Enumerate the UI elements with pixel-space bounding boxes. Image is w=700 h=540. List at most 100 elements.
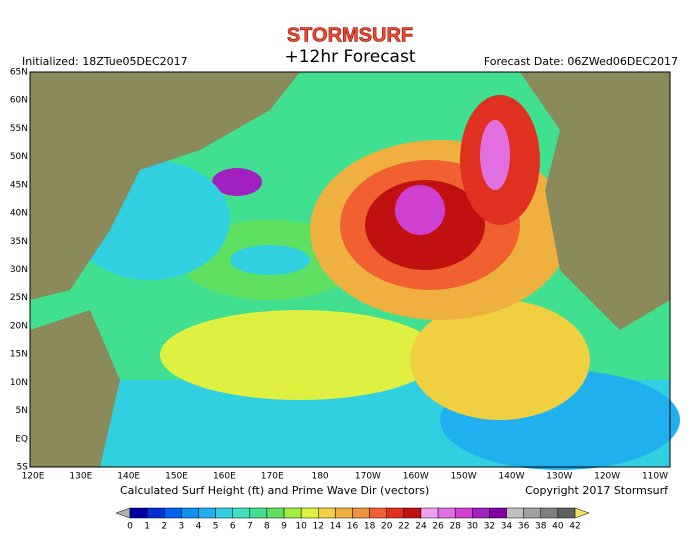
lat-label: 60N — [10, 96, 28, 106]
scale-swatch — [540, 507, 559, 519]
scale-swatch — [454, 507, 473, 519]
scale-label: 20 — [381, 522, 393, 532]
scale-swatch — [420, 507, 439, 519]
lon-label: 130W — [546, 472, 572, 482]
lat-label: 65N — [10, 68, 28, 78]
scale-label: 5 — [213, 522, 219, 532]
lat-label: 5N — [16, 406, 28, 416]
lon-label: 160E — [213, 472, 236, 482]
caption: Calculated Surf Height (ft) and Prime Wa… — [120, 484, 429, 497]
lat-label: 40N — [10, 209, 28, 219]
scale-swatch — [489, 507, 507, 519]
scale-swatch — [129, 507, 148, 519]
lat-label: 5S — [17, 463, 29, 473]
scale-label: 34 — [501, 522, 513, 532]
scale-label: 22 — [398, 522, 409, 532]
lat-label: 10N — [10, 378, 28, 388]
lon-label: 110W — [642, 472, 668, 482]
lon-label: 180 — [311, 472, 328, 482]
lat-label: EQ — [15, 434, 28, 444]
lon-label: 140E — [117, 472, 140, 482]
storm — [212, 168, 262, 196]
scale-label: 36 — [518, 522, 530, 532]
lon-label: 170W — [355, 472, 381, 482]
lon-label: 120W — [594, 472, 620, 482]
scale-label: 9 — [281, 522, 287, 532]
scale-label: 28 — [449, 522, 461, 532]
scale-label: 16 — [347, 522, 359, 532]
storm — [395, 185, 445, 235]
scale-label: 7 — [247, 522, 253, 532]
copyright: Copyright 2017 Stormsurf — [525, 484, 669, 497]
scale-swatch — [386, 507, 405, 519]
map — [29, 71, 680, 470]
scale-label: 30 — [467, 522, 479, 532]
scale-label: 38 — [535, 522, 547, 532]
scale-swatch — [352, 507, 370, 519]
lon-label: 120E — [22, 472, 45, 482]
land-america — [520, 72, 670, 330]
scale-label: 26 — [432, 522, 444, 532]
scale-swatch — [146, 507, 165, 519]
land-asia — [30, 72, 300, 300]
scale-swatch — [523, 507, 542, 519]
forecast-date: Forecast Date: 06ZWed06DEC2017 — [484, 55, 678, 68]
scale-swatch — [437, 507, 456, 519]
scale-label: 6 — [230, 522, 236, 532]
forecast-title: +12hr Forecast — [285, 47, 416, 67]
lon-label: 130E — [69, 472, 92, 482]
scale-label: 24 — [415, 522, 427, 532]
ocean-region — [410, 300, 590, 420]
lat-label: 55N — [10, 124, 28, 134]
lon-label: 150W — [451, 472, 477, 482]
scale-label: 14 — [330, 522, 342, 532]
lon-label: 150E — [165, 472, 188, 482]
land-maritime — [30, 310, 120, 467]
lat-label: 30N — [10, 265, 28, 275]
brand: STORMSURF — [287, 24, 413, 46]
lon-label: 170E — [261, 472, 284, 482]
scale-label: 2 — [161, 522, 167, 532]
lat-label: 25N — [10, 293, 28, 303]
scale-swatch — [403, 507, 422, 519]
scale-swatch — [115, 507, 131, 519]
lat-label: 20N — [10, 321, 28, 331]
map-frame — [29, 71, 671, 468]
scale-swatch — [369, 507, 387, 519]
scale-swatch — [300, 507, 319, 519]
scale-swatch — [215, 507, 233, 519]
ocean-region — [160, 310, 440, 400]
lon-label: 160W — [403, 472, 429, 482]
scale-label: 1 — [144, 522, 150, 532]
scale-label: 12 — [313, 522, 324, 532]
lat-label: 15N — [10, 350, 28, 360]
scale-swatch — [574, 507, 590, 519]
scale-label: 10 — [295, 522, 307, 532]
scale-label: 42 — [569, 522, 580, 532]
scale-swatch — [557, 507, 576, 519]
scale-swatch — [506, 507, 524, 519]
scale-swatch — [472, 507, 490, 519]
scale-swatch — [249, 507, 268, 519]
ocean-region — [230, 245, 310, 275]
scale-swatch — [181, 507, 199, 519]
scale-swatch — [318, 507, 336, 519]
scale-label: 32 — [484, 522, 495, 532]
scale-label: 8 — [264, 522, 270, 532]
scale-swatch — [163, 507, 182, 519]
scale-swatch — [335, 507, 353, 519]
scale-label: 0 — [127, 522, 133, 532]
lat-label: 35N — [10, 237, 28, 247]
scale-swatch — [266, 507, 285, 519]
scale-label: 18 — [364, 522, 376, 532]
scale-label: 4 — [196, 522, 202, 532]
scale-swatch — [283, 507, 302, 519]
scale-label: 3 — [178, 522, 184, 532]
scale-swatch — [198, 507, 216, 519]
lat-label: 50N — [10, 152, 28, 162]
storm — [480, 120, 510, 190]
scale-swatch — [232, 507, 251, 519]
initialized: Initialized: 18ZTue05DEC2017 — [22, 55, 188, 68]
